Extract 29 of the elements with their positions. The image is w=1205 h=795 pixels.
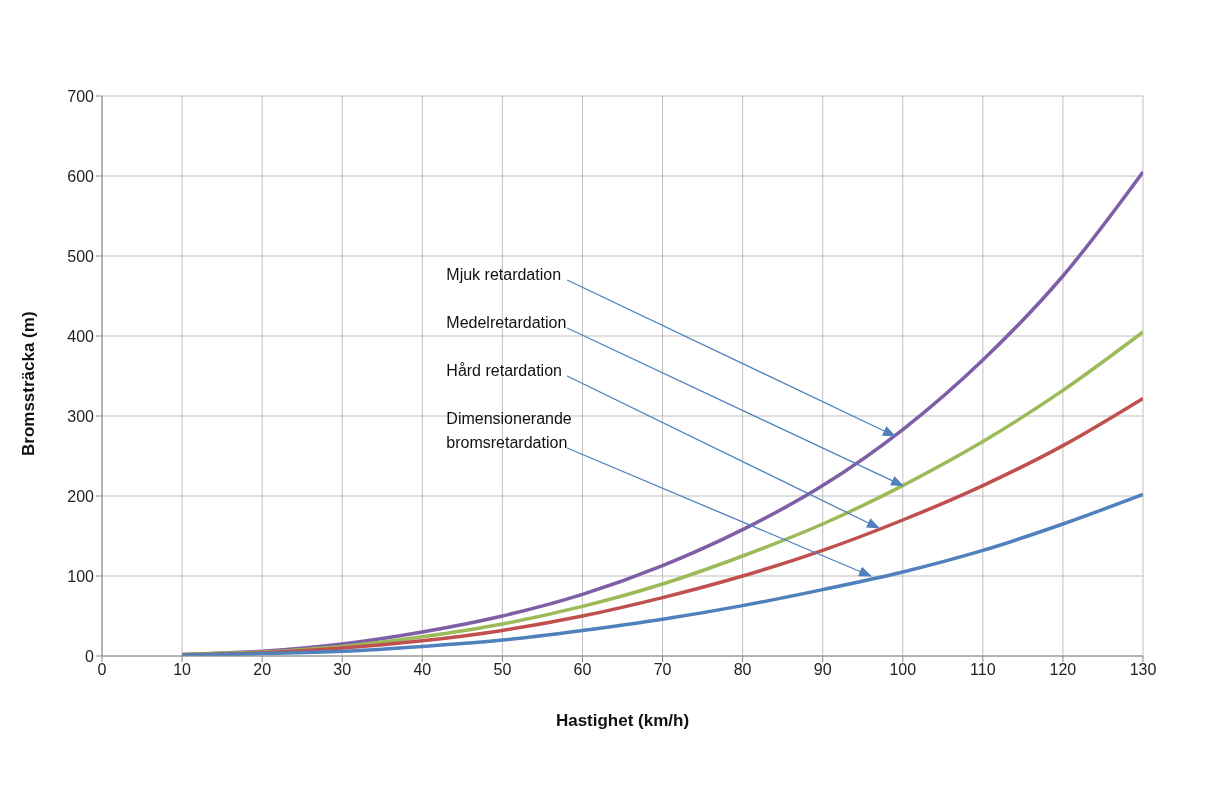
- x-tick-label: 0: [97, 661, 107, 679]
- x-tick-label: 130: [1129, 661, 1157, 679]
- line-series: [180, 492, 1143, 656]
- x-tick-label: 120: [1049, 661, 1077, 679]
- y-tick-label: 100: [67, 567, 95, 585]
- y-tick-label: 700: [67, 87, 95, 105]
- x-tick-label: 80: [733, 661, 752, 679]
- annotation: Mjuk retardation: [446, 266, 562, 283]
- x-axis-title: Hastighet (km/h): [555, 711, 690, 730]
- y-tick-label: 300: [67, 407, 95, 425]
- y-tick-label: 200: [67, 487, 95, 505]
- y-axis-title: Bromssträcka (m): [19, 311, 39, 456]
- annotation: Dimensionerande bromsretardation: [446, 410, 572, 451]
- y-tick-label: 500: [67, 247, 95, 265]
- x-tick-label: 40: [413, 661, 432, 679]
- x-tick-label: 50: [493, 661, 512, 679]
- x-tick-label: 10: [173, 661, 192, 679]
- x-tick-label: 70: [653, 661, 672, 679]
- annotation: Medelretardation: [446, 314, 567, 331]
- x-tick-label: 60: [573, 661, 592, 679]
- y-tick-label: 400: [67, 327, 95, 345]
- x-tick-label: 90: [813, 661, 832, 679]
- x-tick-label: 100: [889, 661, 917, 679]
- x-tick-label: 30: [333, 661, 352, 679]
- y-tick-label: 600: [67, 167, 95, 185]
- x-tick-label: 20: [253, 661, 272, 679]
- x-tick-label: 110: [970, 661, 996, 679]
- annotation: Hård retardation: [446, 362, 562, 379]
- y-tick-label: 0: [85, 647, 95, 665]
